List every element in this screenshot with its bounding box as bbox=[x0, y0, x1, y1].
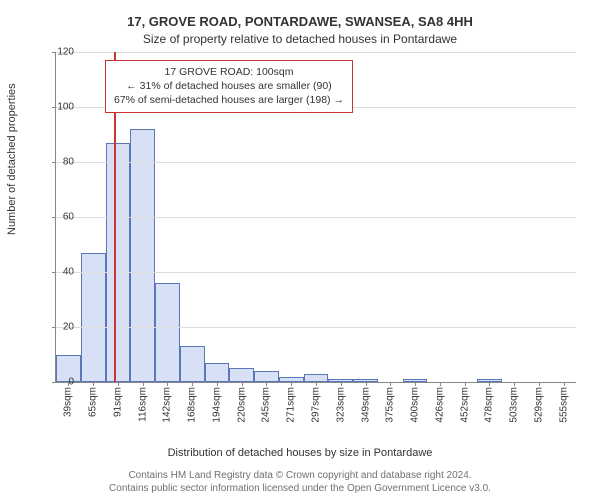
histogram-bar bbox=[155, 283, 180, 382]
callout-line-2: ← 31% of detached houses are smaller (90… bbox=[114, 79, 344, 93]
histogram-bar bbox=[229, 368, 254, 382]
xtick-label: 245sqm bbox=[261, 387, 272, 423]
xtick-mark bbox=[415, 382, 416, 386]
xtick-mark bbox=[266, 382, 267, 386]
xtick-mark bbox=[341, 382, 342, 386]
histogram-bar bbox=[180, 346, 205, 382]
xtick-label: 452sqm bbox=[459, 387, 470, 423]
ytick-label: 120 bbox=[44, 47, 74, 58]
gridline bbox=[56, 272, 576, 273]
xtick-mark bbox=[242, 382, 243, 386]
histogram-bar bbox=[254, 371, 279, 382]
page-title: 17, GROVE ROAD, PONTARDAWE, SWANSEA, SA8… bbox=[0, 14, 600, 29]
xtick-mark bbox=[167, 382, 168, 386]
footnote-line-1: Contains HM Land Registry data © Crown c… bbox=[128, 470, 471, 481]
xtick-label: 91sqm bbox=[112, 387, 123, 417]
xtick-label: 297sqm bbox=[311, 387, 322, 423]
xtick-label: 39sqm bbox=[63, 387, 74, 417]
xtick-mark bbox=[564, 382, 565, 386]
ytick-label: 0 bbox=[44, 377, 74, 388]
xtick-label: 375sqm bbox=[385, 387, 396, 423]
xtick-mark bbox=[390, 382, 391, 386]
xtick-mark bbox=[539, 382, 540, 386]
xtick-label: 168sqm bbox=[187, 387, 198, 423]
ytick-label: 100 bbox=[44, 102, 74, 113]
chart-subtitle: Size of property relative to detached ho… bbox=[0, 32, 600, 46]
xtick-label: 323sqm bbox=[335, 387, 346, 423]
xtick-label: 529sqm bbox=[533, 387, 544, 423]
xtick-mark bbox=[514, 382, 515, 386]
xtick-label: 194sqm bbox=[211, 387, 222, 423]
xtick-label: 142sqm bbox=[162, 387, 173, 423]
xtick-mark bbox=[440, 382, 441, 386]
xtick-label: 116sqm bbox=[137, 387, 148, 422]
xtick-label: 503sqm bbox=[509, 387, 520, 423]
xtick-mark bbox=[192, 382, 193, 386]
footnote-line-2: Contains public sector information licen… bbox=[109, 483, 491, 494]
histogram-bar bbox=[130, 129, 155, 382]
y-axis-label: Number of detached properties bbox=[6, 83, 18, 235]
xtick-mark bbox=[93, 382, 94, 386]
ytick-label: 80 bbox=[44, 157, 74, 168]
histogram-bar bbox=[304, 374, 329, 382]
xtick-label: 478sqm bbox=[484, 387, 495, 423]
xtick-label: 426sqm bbox=[434, 387, 445, 423]
histogram-bar bbox=[106, 143, 131, 382]
xtick-mark bbox=[291, 382, 292, 386]
ytick-label: 20 bbox=[44, 322, 74, 333]
ytick-label: 60 bbox=[44, 212, 74, 223]
callout-line-1: 17 GROVE ROAD: 100sqm bbox=[114, 65, 344, 79]
callout-line-3: 67% of semi-detached houses are larger (… bbox=[114, 93, 344, 107]
xtick-label: 349sqm bbox=[360, 387, 371, 423]
gridline bbox=[56, 162, 576, 163]
xtick-label: 65sqm bbox=[88, 387, 99, 417]
xtick-mark bbox=[143, 382, 144, 386]
gridline bbox=[56, 217, 576, 218]
xtick-label: 555sqm bbox=[558, 387, 569, 423]
xtick-label: 220sqm bbox=[236, 387, 247, 423]
xtick-label: 400sqm bbox=[410, 387, 421, 423]
xtick-mark bbox=[489, 382, 490, 386]
histogram-bar bbox=[205, 363, 230, 382]
xtick-label: 271sqm bbox=[286, 387, 297, 423]
property-callout: 17 GROVE ROAD: 100sqm← 31% of detached h… bbox=[105, 60, 353, 113]
xtick-mark bbox=[316, 382, 317, 386]
x-axis-label: Distribution of detached houses by size … bbox=[0, 447, 600, 459]
gridline bbox=[56, 52, 576, 53]
ytick-label: 40 bbox=[44, 267, 74, 278]
xtick-mark bbox=[366, 382, 367, 386]
footnote: Contains HM Land Registry data © Crown c… bbox=[0, 470, 600, 495]
xtick-mark bbox=[217, 382, 218, 386]
gridline bbox=[56, 327, 576, 328]
chart-container: 17, GROVE ROAD, PONTARDAWE, SWANSEA, SA8… bbox=[0, 0, 600, 500]
xtick-mark bbox=[118, 382, 119, 386]
xtick-mark bbox=[465, 382, 466, 386]
